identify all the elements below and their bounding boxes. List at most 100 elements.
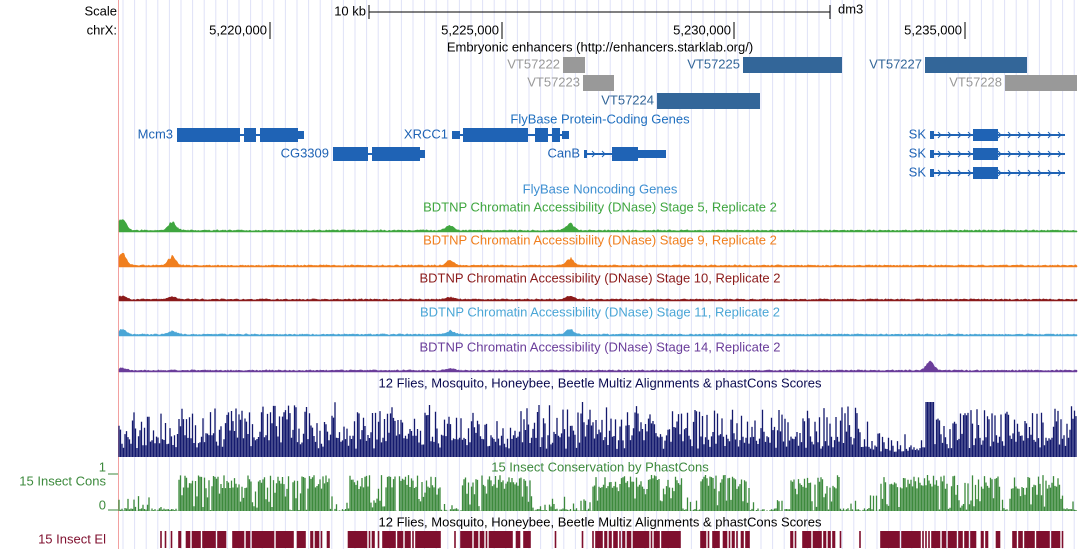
exon (638, 150, 666, 158)
enhancer (657, 93, 760, 109)
strand-arrow (947, 169, 952, 177)
strand-arrow (1037, 150, 1042, 158)
scale-size: 10 kb (334, 3, 366, 18)
enhancer (563, 57, 585, 73)
exon (244, 128, 256, 142)
strand-arrow (937, 169, 942, 177)
scale-label: Scale (84, 3, 117, 18)
exon (973, 148, 998, 160)
gene-label: SK (909, 126, 927, 141)
grid (122, 0, 1075, 549)
axis-max: 1 (99, 459, 106, 474)
enhancer (583, 75, 614, 91)
strand-arrow (1057, 169, 1062, 177)
exon (260, 128, 298, 142)
gene-label: CanB (547, 145, 580, 160)
strand-arrow (1007, 131, 1012, 139)
enhancer (743, 57, 842, 73)
strand-arrow (947, 131, 952, 139)
dnase-title: BDTNP Chromatin Accessibility (DNase) St… (419, 270, 780, 285)
gene-label: SK (909, 145, 927, 160)
strand-arrow (591, 150, 596, 158)
exon (463, 128, 528, 142)
exon (930, 150, 934, 158)
enhancer (1005, 75, 1077, 91)
ruler-label: 5,220,000 (209, 22, 267, 37)
enhancer-label: VT57228 (949, 74, 1002, 89)
exon (298, 131, 304, 139)
track-title: FlyBase Noncoding Genes (523, 181, 678, 196)
strand-arrow (1027, 150, 1032, 158)
gene-label: CG3309 (281, 145, 329, 160)
strand-arrow (937, 150, 942, 158)
strand-arrow (967, 131, 972, 139)
exon (535, 128, 548, 142)
track-label: 15 Insect El (38, 531, 106, 546)
strand-arrow (1057, 150, 1062, 158)
strand-arrow (1047, 131, 1052, 139)
dnase-signal (118, 360, 1078, 373)
track-title: FlyBase Protein-Coding Genes (510, 111, 690, 126)
strand-arrow (997, 169, 1002, 177)
strand-arrow (957, 150, 962, 158)
dnase-title: BDTNP Chromatin Accessibility (DNase) St… (423, 232, 777, 247)
strand-arrow (601, 150, 606, 158)
strand-arrow (937, 131, 942, 139)
enhancer-label: VT57227 (869, 56, 922, 71)
exon (930, 131, 934, 139)
dnase-title: BDTNP Chromatin Accessibility (DNase) St… (423, 199, 777, 214)
exon (372, 147, 420, 161)
exon (930, 169, 934, 177)
enhancer (925, 57, 1027, 73)
dnase-signal (118, 219, 1078, 233)
dnase-signal (118, 252, 1078, 268)
strand-arrow (1007, 169, 1012, 177)
gene-label: XRCC1 (404, 126, 448, 141)
track-label: 15 Insect Cons (19, 473, 106, 488)
dnase-title: BDTNP Chromatin Accessibility (DNase) St… (419, 339, 780, 354)
strand-arrow (947, 150, 952, 158)
exon (452, 131, 460, 139)
exon (333, 147, 368, 161)
track-title: 12 Flies, Mosquito, Honeybee, Beetle Mul… (379, 375, 822, 390)
ruler-label: 5,230,000 (673, 22, 731, 37)
strand-arrow (1007, 150, 1012, 158)
chrom-label: chrX: (87, 22, 117, 37)
strand-arrow (1057, 131, 1062, 139)
multiz-signal (118, 402, 1077, 457)
exon (584, 150, 587, 158)
exon (612, 147, 638, 161)
strand-arrow (1027, 169, 1032, 177)
strand-arrow (1047, 169, 1052, 177)
ruler-label: 5,235,000 (904, 22, 962, 37)
exon (973, 167, 998, 179)
exon (552, 128, 560, 142)
strand-arrow (1047, 150, 1052, 158)
conserved-elements (160, 531, 1064, 548)
gene-label: SK (909, 164, 927, 179)
strand-arrow (957, 131, 962, 139)
exon (420, 150, 425, 158)
strand-arrow (1017, 150, 1022, 158)
exon (973, 129, 998, 141)
track-title: Embryonic enhancers (http://enhancers.st… (447, 39, 753, 54)
enhancer-label: VT57223 (527, 74, 580, 89)
exon (562, 131, 569, 139)
enhancer-label: VT57225 (687, 56, 740, 71)
track-title: 15 Insect Conservation by PhastCons (491, 459, 709, 474)
strand-arrow (1037, 131, 1042, 139)
axis-min: 0 (99, 497, 106, 512)
strand-arrow (997, 131, 1002, 139)
strand-arrow (1017, 131, 1022, 139)
enhancer-label: VT57222 (507, 56, 560, 71)
dnase-signal (118, 295, 1078, 302)
track-title: 12 Flies, Mosquito, Honeybee, Beetle Mul… (379, 514, 822, 529)
ruler-label: 5,225,000 (441, 22, 499, 37)
enhancer-label: VT57224 (601, 92, 654, 107)
strand-arrow (1037, 169, 1042, 177)
strand-arrow (1027, 131, 1032, 139)
conservation-signal (118, 475, 1077, 511)
strand-arrow (957, 169, 962, 177)
strand-arrow (967, 150, 972, 158)
dnase-signal (118, 328, 1078, 337)
